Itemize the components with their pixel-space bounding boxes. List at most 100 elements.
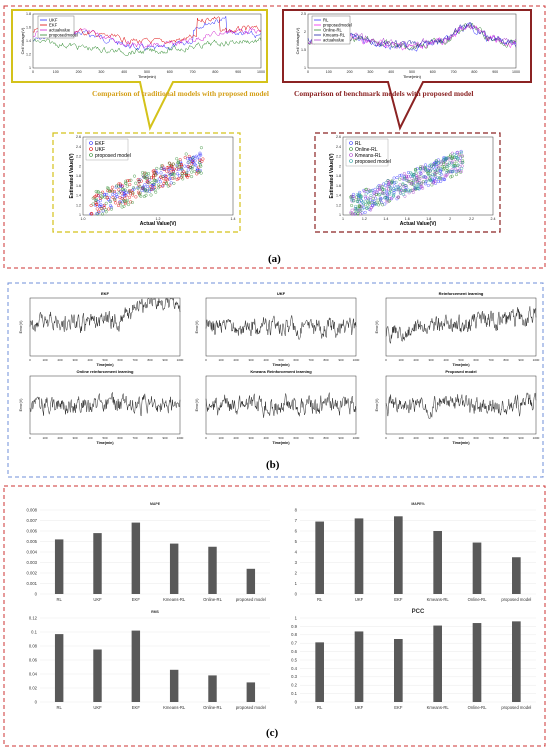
a-right-scatter-point <box>459 161 463 165</box>
c-rms-ytick-label: 0.08 <box>29 643 38 648</box>
a-right-scatter-point <box>378 187 382 191</box>
b-error-series <box>29 391 181 417</box>
a-right-scatter-point <box>363 189 367 193</box>
c-mape-bar <box>93 533 102 594</box>
c-mape2-ytick-label: 5 <box>295 539 298 544</box>
a-right-scatter-point <box>409 171 413 175</box>
a-right-scatter-point <box>439 162 443 166</box>
a-right-scatter-point <box>460 150 464 154</box>
b-error-xtick-label: 900 <box>518 436 523 440</box>
b-error-xtick-label: 300 <box>428 358 433 362</box>
b-error-xtick-label: 200 <box>233 358 238 362</box>
a-left-scatter-point <box>151 169 155 173</box>
a-right-scatter-point <box>386 192 390 196</box>
a-left-scatter-legend <box>85 138 129 161</box>
a-right-scatter-point <box>450 161 454 165</box>
a-right-scatter-point <box>388 191 392 195</box>
a-right-scatter-point <box>447 163 451 167</box>
a-right-scatter-point <box>366 199 370 203</box>
a-right-scatter-point <box>416 187 420 191</box>
b-error-series <box>205 392 357 418</box>
a-right-scatter-point <box>363 210 367 214</box>
a-right-scatter-point <box>357 193 361 197</box>
a-left-scatter-point <box>107 189 111 193</box>
a-right-scatter-point <box>445 156 449 160</box>
a-right-scatter-point <box>373 196 377 200</box>
a-left-scatter-point <box>179 166 183 170</box>
b-error-panel: Proposed model 0 100 200 300 400 500 600 700 800 9… <box>375 369 540 445</box>
a-right-scatter-point <box>407 189 411 193</box>
a-right-scatter-point <box>368 189 372 193</box>
a-right-ts-xtick-label: 500 <box>409 70 415 74</box>
panel-b-frame <box>7 282 544 478</box>
a-left-scatter-point <box>145 177 149 181</box>
a-right-scatter-point <box>452 163 456 167</box>
a-left-scatter-point <box>179 164 183 168</box>
a-right-scatter-point <box>357 192 361 196</box>
a-right-ts-legend-label: RL <box>323 18 329 23</box>
a-left-scatter-point <box>183 155 187 159</box>
a-right-ts-xtick-label: 1000 <box>512 70 520 74</box>
b-error-xtick-label: 1000 <box>353 358 360 362</box>
b-error-xtick-label: 100 <box>42 436 47 440</box>
a-right-ts-ytick-label: 1.5 <box>301 48 306 52</box>
a-left-ts-ytick-label: 1 <box>29 66 31 70</box>
a-right-scatter-point <box>403 175 407 179</box>
a-right-scatter-point <box>431 172 435 176</box>
a-right-scatter-point <box>428 178 432 182</box>
a-left-scatter-point <box>94 197 98 201</box>
a-right-scatter-point <box>381 203 385 207</box>
a-right-scatter-point <box>427 164 431 168</box>
a-left-scatter-point <box>184 152 188 156</box>
a-right-scatter-point <box>371 200 375 204</box>
a-right-scatter-point <box>354 210 358 214</box>
a-left-scatter-point <box>195 156 199 160</box>
a-left-scatter-point <box>199 146 203 150</box>
b-error-xtick-label: 800 <box>323 436 328 440</box>
a-right-scatter-point <box>430 167 434 171</box>
a-right-ts-legend-label: actualvalue <box>323 38 345 43</box>
callout-left-frame <box>11 9 268 131</box>
a-right-scatter-point <box>460 154 464 158</box>
c-pcc-bar <box>315 642 324 702</box>
a-left-scatter-point <box>164 177 168 181</box>
a-left-scatter-point <box>136 186 140 190</box>
b-error-xtick-label: 400 <box>87 358 92 362</box>
a-left-scatter-xtick-label: 1.4 <box>231 217 236 221</box>
a-left-scatter-point <box>171 176 175 180</box>
c-mape2-ytick-label: 2 <box>295 570 298 575</box>
a-right-scatter-point <box>411 190 415 194</box>
a-left-scatter-point <box>111 193 115 197</box>
a-right-scatter-point <box>442 166 446 170</box>
b-error-xtick-label: 100 <box>398 358 403 362</box>
a-left-ts-ytick-label: 1.2 <box>26 53 31 57</box>
a-left-scatter-point <box>134 181 138 185</box>
b-error-xlabel: Time(min) <box>272 441 290 445</box>
a-left-scatter-point <box>125 179 129 183</box>
a-left-scatter-point <box>125 198 129 202</box>
a-right-scatter-point <box>411 174 415 178</box>
a-left-scatter-point <box>100 212 104 216</box>
b-error-xtick-label: 900 <box>518 358 523 362</box>
a-right-scatter-point <box>430 164 434 168</box>
a-left-scatter-point <box>181 177 185 181</box>
c-mape2-title: MAPE% <box>411 502 425 506</box>
a-right-scatter-point <box>361 207 365 211</box>
a-left-scatter-point <box>171 162 175 166</box>
a-left-scatter-point <box>191 156 195 160</box>
a-left-scatter-point <box>96 193 100 197</box>
a-left-scatter-point <box>143 188 147 192</box>
b-error-ylabel: Error(V) <box>195 399 199 412</box>
a-right-scatter-point <box>390 180 394 184</box>
c-rms-category-label: proposed model <box>236 705 266 710</box>
c-mape2-ytick-label: 1 <box>295 581 298 586</box>
a-right-scatter-point <box>416 174 420 178</box>
a-right-scatter-legend <box>345 138 389 167</box>
a-left-scatter-legend-marker <box>89 153 93 157</box>
b-error-panel-title: EKF <box>101 291 110 296</box>
a-right-scatter-point <box>440 165 444 169</box>
c-rms-ytick-label: 0.12 <box>29 615 38 620</box>
a-right-scatter-point <box>402 184 406 188</box>
b-error-xtick-label: 300 <box>248 436 253 440</box>
a-right-scatter-point <box>372 191 376 195</box>
